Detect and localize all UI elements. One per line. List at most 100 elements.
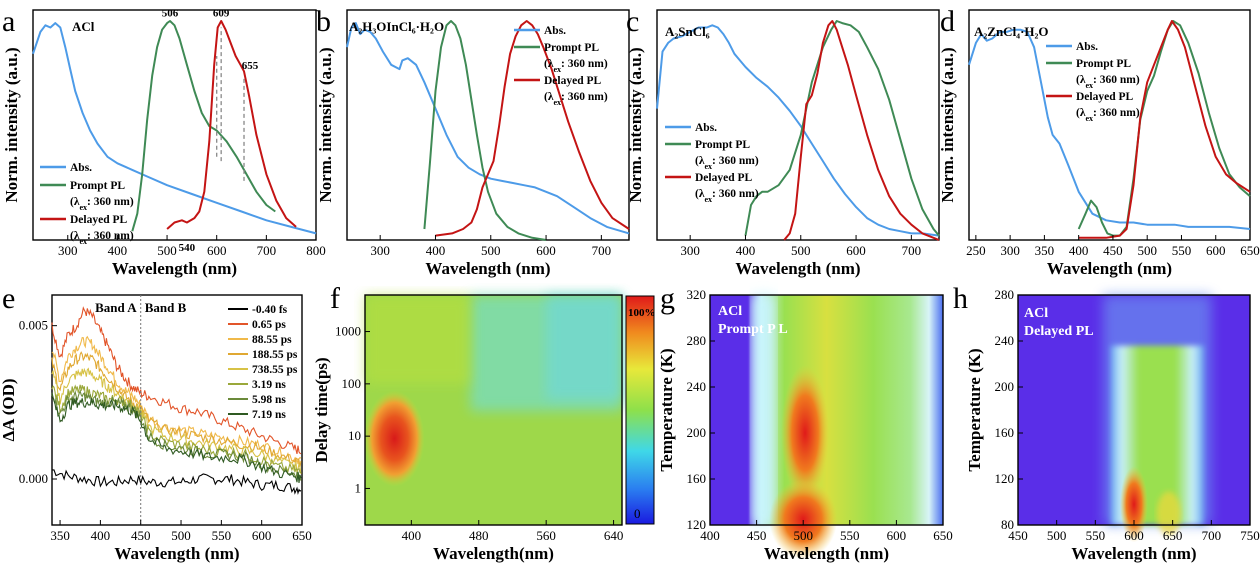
panel-h-heatmap-hot-spot xyxy=(1120,466,1148,543)
panel-b-legend-text-2-1: (λex: 360 nm) xyxy=(544,91,608,107)
panel-d-series-prompt-pl xyxy=(1077,20,1251,237)
panel-c-legend-text-2-1: (λex: 360 nm) xyxy=(695,188,759,204)
panel-b-title: A₂H₃OInCl₆·H₂O xyxy=(349,19,444,34)
panel-c-xtick-label-700: 700 xyxy=(902,243,922,258)
panel-a-xlabel: Wavelength (nm) xyxy=(112,259,237,278)
panel-a-series-delayed-pl xyxy=(166,20,297,230)
panel-e-series-6 xyxy=(51,389,302,481)
panel-g-subtitle: Prompt P L xyxy=(718,322,788,337)
panel-c-legend-text-1-1: (λex: 360 nm) xyxy=(695,155,759,171)
panel-c-frame xyxy=(656,9,940,241)
panel-a-xtick-label-500: 500 xyxy=(157,243,177,258)
panel-e-xtick-label-650: 650 xyxy=(292,528,312,543)
panel-e-xtick-label-400: 400 xyxy=(91,528,111,543)
panel-a-xtick-label-300: 300 xyxy=(58,243,78,258)
panel-f-ylabel: Delay time(ps) xyxy=(312,357,331,462)
panel-d-xlabel: Wavelength (nm) xyxy=(1047,259,1172,278)
panel-f-xtick-label-480: 480 xyxy=(469,528,489,543)
panel-letter-b: b xyxy=(316,5,331,38)
panel-b-xtick-label-400: 400 xyxy=(426,243,446,258)
panel-h-subtitle: Delayed PL xyxy=(1024,324,1094,339)
panel-b-series-prompt-pl xyxy=(423,20,547,241)
panel-h-xtick-label-550: 550 xyxy=(1086,528,1106,543)
panel-c-legend-text-1-0: Prompt PL xyxy=(695,139,750,151)
panel-b-frame xyxy=(346,9,630,241)
panel-e-ytick-label-0: 0.000 xyxy=(19,471,48,486)
panel-e-series-1 xyxy=(51,306,302,455)
panel-a-ylabel: Norm. intensity (a.u.) xyxy=(2,47,21,202)
panel-a-legend-text-1-0: Prompt PL xyxy=(70,180,125,192)
panel-d-series-abs- xyxy=(968,28,1251,230)
panel-g-xtick-label-550: 550 xyxy=(840,528,860,543)
panel-e-xtick-label-500: 500 xyxy=(171,528,191,543)
panel-a-legend-text-1-1: (λex: 360 nm) xyxy=(70,196,134,212)
panel-c-series-abs- xyxy=(656,24,940,237)
panel-d-ylabel: Norm. intensity (a.u.) xyxy=(938,47,957,202)
panel-e-series-5 xyxy=(51,384,301,474)
panel-f-xtick-label-400: 400 xyxy=(402,528,422,543)
panel-h-ytick-label-240: 240 xyxy=(995,333,1015,348)
panel-d-legend-text-2-0: Delayed PL xyxy=(1076,91,1134,103)
panel-h-xtick-label-650: 650 xyxy=(1163,528,1183,543)
panel-f-xtick-label-560: 560 xyxy=(536,528,556,543)
panel-c-series-prompt-pl xyxy=(744,20,940,237)
panel-d-xtick-label-500: 500 xyxy=(1137,243,1157,258)
panel-d-legend-text-2-1: (λex: 360 nm) xyxy=(1076,107,1140,123)
panel-e-frame xyxy=(51,294,303,526)
panel-letter-h: h xyxy=(953,282,968,315)
panel-letter-g: g xyxy=(660,282,675,315)
panel-d-xtick-label-650: 650 xyxy=(1240,243,1260,258)
panel-f-heatmap-warm-region xyxy=(365,295,471,384)
panel-b-xtick-label-600: 600 xyxy=(536,243,556,258)
panel-a-frame xyxy=(32,9,317,241)
panel-e-xtick-label-350: 350 xyxy=(50,528,70,543)
panel-e-band-b-label: Band B xyxy=(145,300,187,315)
panel-e-xtick-label-600: 600 xyxy=(252,528,272,543)
panel-letter-a: a xyxy=(2,5,15,38)
panel-c-legend-text-2-0: Delayed PL xyxy=(695,172,753,184)
panel-f-colorbar xyxy=(625,295,655,525)
panel-g-xtick-label-450: 450 xyxy=(747,528,767,543)
panel-letter-c: c xyxy=(626,5,639,38)
panel-g-xtick-label-600: 600 xyxy=(887,528,907,543)
panel-letter-d: d xyxy=(940,5,955,38)
panel-a-annotation-2: 655 xyxy=(242,60,259,72)
panel-g-ylabel: Temperature (K) xyxy=(657,348,676,471)
panel-e-xlabel: Wavelength (nm) xyxy=(114,544,239,563)
panel-f-ytick-label-1000: 1000 xyxy=(335,324,361,339)
panel-g-ytick-label-120: 120 xyxy=(687,517,707,532)
panel-f-xtick-label-640: 640 xyxy=(604,528,624,543)
panel-g-ytick-label-160: 160 xyxy=(687,471,707,486)
panel-d-frame xyxy=(968,9,1251,241)
panel-e-series-7 xyxy=(51,392,302,483)
panel-a-xtick-label-700: 700 xyxy=(257,243,277,258)
panel-f-colorbar-max-label: 100% xyxy=(628,307,656,319)
panel-h-ytick-label-80: 80 xyxy=(1001,517,1014,532)
panel-h-xtick-label-500: 500 xyxy=(1047,528,1067,543)
panel-b-legend-text-2-0: Delayed PL xyxy=(544,75,602,87)
panel-f-heatmap-cool-region-2 xyxy=(546,295,622,400)
panel-c-xtick-label-300: 300 xyxy=(680,243,700,258)
panel-h-ylabel: Temperature (K) xyxy=(965,348,984,471)
panel-h-xtick-label-700: 700 xyxy=(1202,528,1222,543)
panel-letter-e: e xyxy=(2,282,15,315)
panel-e-legend-text-4: 738.55 ps xyxy=(252,364,298,376)
panel-b-legend-text-0-0: Abs. xyxy=(544,25,566,37)
panel-a-annotation-1: 609 xyxy=(213,8,230,20)
panel-d-xtick-label-450: 450 xyxy=(1103,243,1123,258)
panel-a-series-prompt-pl xyxy=(131,20,276,232)
panel-c-series-delayed-pl xyxy=(783,20,940,241)
panel-e-legend-text-3: 188.55 ps xyxy=(252,349,298,361)
panel-c-xlabel: Wavelength (nm) xyxy=(735,259,860,278)
panel-f-colorbar-min-label: 0 xyxy=(634,506,641,521)
panel-d-xtick-label-400: 400 xyxy=(1069,243,1089,258)
panel-d-legend-text-0-0: Abs. xyxy=(1076,41,1098,53)
panel-d-legend-text-1-1: (λex: 360 nm) xyxy=(1076,74,1140,90)
panel-d-xtick-label-350: 350 xyxy=(1035,243,1055,258)
panel-e-series-0 xyxy=(52,469,302,496)
panel-b-legend-text-1-0: Prompt PL xyxy=(544,42,599,54)
panel-g-frame xyxy=(709,294,944,526)
panel-g-ytick-label-200: 200 xyxy=(687,425,707,440)
panel-h-xtick-label-600: 600 xyxy=(1124,528,1144,543)
